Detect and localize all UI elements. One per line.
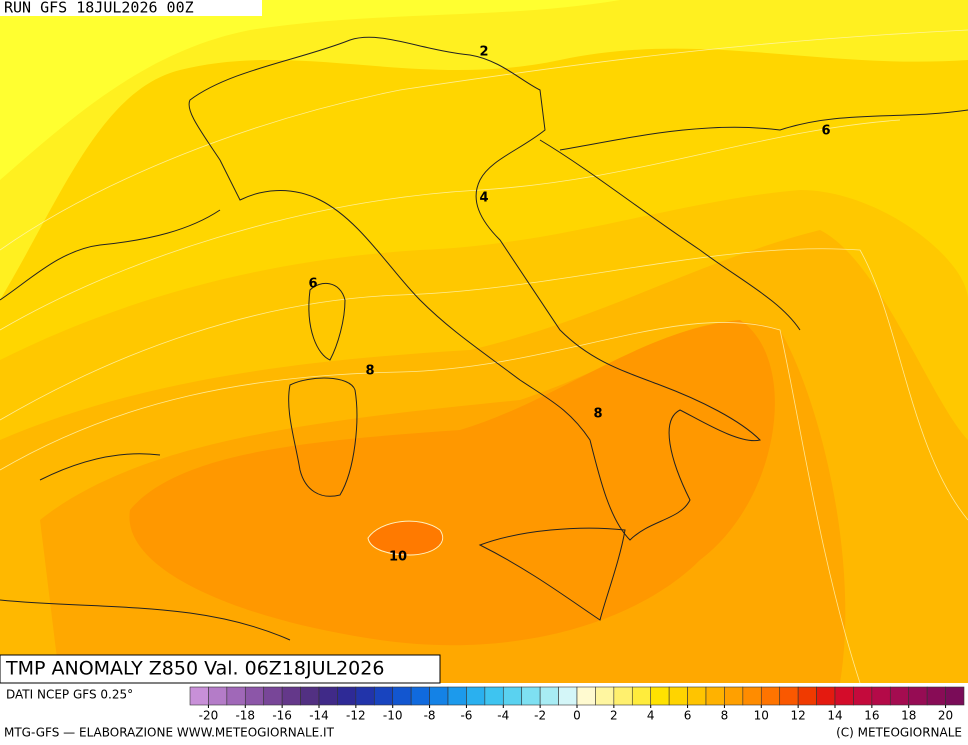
colorbar-tick-label: -6 — [460, 709, 472, 723]
colorbar-swatch — [926, 686, 946, 706]
title-box — [0, 654, 441, 684]
colorbar-swatch — [613, 686, 633, 706]
colorbar-swatch — [760, 686, 781, 706]
colorbar-swatch — [466, 686, 486, 706]
colorbar-tick-label: 16 — [864, 709, 879, 723]
contour-label: 8 — [365, 364, 374, 379]
colorbar-swatch — [484, 686, 504, 706]
colorbar-tick-label: -20 — [199, 709, 219, 723]
colorbar-swatch — [595, 686, 615, 706]
colorbar-tick-label: -18 — [235, 709, 255, 723]
colorbar-tick-label: 4 — [647, 709, 655, 723]
map-field — [0, 0, 968, 683]
colorbar-swatch — [853, 686, 873, 706]
colorbar-swatch — [318, 686, 338, 706]
colorbar-swatch — [687, 686, 707, 706]
colorbar-swatch — [705, 686, 725, 706]
coastlines — [0, 36, 968, 641]
colorbar-swatch — [908, 686, 928, 706]
colorbar-tick-label: 10 — [754, 709, 769, 723]
contour-label: 6 — [308, 277, 317, 292]
colorbar-swatch — [355, 686, 375, 706]
colorbar-tick-label: -16 — [272, 709, 292, 723]
colorbar-tick-label: -10 — [383, 709, 403, 723]
colorbar-swatch — [447, 686, 467, 706]
colorbar-swatch — [816, 686, 836, 706]
colorbar-swatch — [889, 686, 910, 706]
source-label: DATI NCEP GFS 0.25° — [6, 688, 133, 702]
colorbar-swatch — [502, 686, 523, 706]
colorbar-swatch — [337, 686, 357, 706]
contour-label: 4 — [479, 191, 488, 206]
colorbar-tick-label: 20 — [938, 709, 953, 723]
colorbar-swatch — [724, 686, 744, 706]
colorbar-swatch — [539, 686, 559, 706]
colorbar-swatch — [263, 686, 283, 706]
contour-label: 10 — [389, 550, 407, 565]
colorbar-swatch — [797, 686, 817, 706]
contour-label: 2 — [479, 45, 488, 60]
run-label-bg — [0, 0, 262, 16]
colorbar-tick-label: 6 — [684, 709, 692, 723]
colorbar-tick-label: 14 — [827, 709, 842, 723]
colorbar-tick-label: 8 — [721, 709, 729, 723]
colorbar-tick-label: 0 — [573, 709, 581, 723]
colorbar-swatch — [742, 686, 762, 706]
colorbar-swatch — [226, 686, 246, 706]
colorbar-swatch — [779, 686, 799, 706]
colorbar-swatch — [945, 686, 965, 706]
contour-label: 8 — [593, 407, 602, 422]
colorbar-swatch — [189, 686, 209, 706]
contour-label: 6 — [821, 124, 830, 139]
colorbar-swatch — [631, 686, 652, 706]
colorbar-swatch — [392, 686, 412, 706]
colorbar-tick-label: -8 — [424, 709, 436, 723]
colorbar-tick-label: -2 — [534, 709, 546, 723]
colorbar-swatch — [208, 686, 228, 706]
footer-left: MTG-GFS — ELABORAZIONE WWW.METEOGIORNALE… — [4, 726, 335, 740]
footer-right: (C) METEOGIORNALE — [836, 726, 962, 740]
colorbar-swatch — [668, 686, 688, 706]
colorbar-swatch — [834, 686, 854, 706]
colorbar-tick-label: 2 — [610, 709, 618, 723]
colorbar-swatch — [373, 686, 394, 706]
run-label: RUN GFS 18JUL2026 00Z — [4, 0, 194, 17]
colorbar-tick-label: -4 — [497, 709, 509, 723]
colorbar-swatch — [650, 686, 670, 706]
colorbar-swatch — [576, 686, 596, 706]
colorbar-tick-label: 12 — [791, 709, 806, 723]
colorbar-tick-label: -12 — [346, 709, 366, 723]
colorbar-swatch — [410, 686, 430, 706]
colorbar-tick-label: 18 — [901, 709, 916, 723]
colorbar-swatch — [871, 686, 891, 706]
colorbar-swatch — [300, 686, 320, 706]
colorbar-swatch — [521, 686, 541, 706]
map-title: TMP ANOMALY Z850 Val. 06Z18JUL2026 — [5, 658, 384, 680]
colorbar-swatch — [244, 686, 265, 706]
colorbar-swatch — [281, 686, 301, 706]
colorbar-tick-label: -14 — [309, 709, 329, 723]
colorbar-swatch — [558, 686, 578, 706]
colorbar-swatch — [429, 686, 449, 706]
